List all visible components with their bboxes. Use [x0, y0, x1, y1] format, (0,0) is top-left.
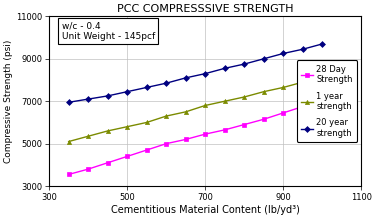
28 Day
Strength: [183, 138, 188, 141]
20 year
strength: [203, 72, 208, 75]
X-axis label: Cementitious Material Content (lb/yd³): Cementitious Material Content (lb/yd³): [111, 205, 300, 215]
1 year
strength: [203, 104, 208, 107]
28 Day
Strength: [125, 155, 129, 158]
28 Day
Strength: [242, 123, 247, 126]
1 year
strength: [300, 81, 305, 83]
20 year
strength: [223, 67, 227, 70]
20 year
strength: [105, 95, 110, 97]
Text: w/c - 0.4
Unit Weight - 145pcf: w/c - 0.4 Unit Weight - 145pcf: [62, 21, 155, 41]
1 year
strength: [105, 130, 110, 132]
20 year
strength: [125, 90, 129, 93]
1 year
strength: [125, 125, 129, 128]
28 Day
Strength: [223, 129, 227, 131]
20 year
strength: [183, 77, 188, 79]
1 year
strength: [164, 115, 168, 117]
20 year
strength: [144, 86, 149, 89]
28 Day
Strength: [144, 149, 149, 151]
20 year
strength: [242, 63, 247, 65]
1 year
strength: [183, 111, 188, 113]
Line: 28 Day
Strength: 28 Day Strength: [67, 98, 324, 177]
28 Day
Strength: [262, 118, 266, 121]
20 year
strength: [262, 57, 266, 60]
1 year
strength: [223, 100, 227, 102]
28 Day
Strength: [203, 133, 208, 135]
1 year
strength: [144, 121, 149, 124]
1 year
strength: [262, 90, 266, 93]
Y-axis label: Compressive Strength (psi): Compressive Strength (psi): [4, 40, 13, 163]
Title: PCC COMPRESSSIVE STRENGTH: PCC COMPRESSSIVE STRENGTH: [117, 4, 294, 14]
1 year
strength: [242, 96, 247, 98]
1 year
strength: [320, 74, 324, 77]
20 year
strength: [281, 52, 285, 55]
1 year
strength: [67, 140, 71, 143]
20 year
strength: [320, 43, 324, 45]
Line: 1 year
strength: 1 year strength: [67, 74, 324, 144]
20 year
strength: [86, 98, 90, 101]
20 year
strength: [300, 48, 305, 51]
Legend: 28 Day
Strength, 1 year
strength, 20 year
strength: 28 Day Strength, 1 year strength, 20 yea…: [297, 60, 357, 142]
28 Day
Strength: [105, 161, 110, 164]
20 year
strength: [164, 82, 168, 85]
Line: 20 year
strength: 20 year strength: [67, 42, 324, 104]
28 Day
Strength: [281, 111, 285, 114]
28 Day
Strength: [86, 168, 90, 170]
1 year
strength: [281, 86, 285, 89]
28 Day
Strength: [164, 142, 168, 145]
1 year
strength: [86, 135, 90, 138]
28 Day
Strength: [320, 99, 324, 101]
20 year
strength: [67, 101, 71, 104]
28 Day
Strength: [300, 105, 305, 108]
28 Day
Strength: [67, 173, 71, 176]
